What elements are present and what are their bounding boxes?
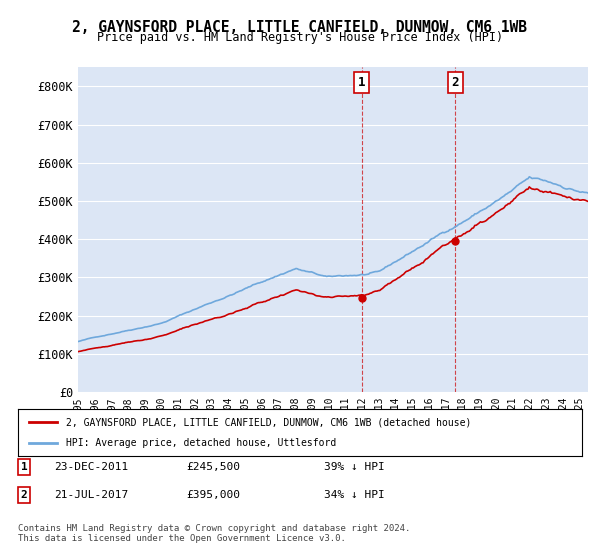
Text: £395,000: £395,000 [186, 490, 240, 500]
Text: 1: 1 [358, 76, 365, 89]
Text: 34% ↓ HPI: 34% ↓ HPI [324, 490, 385, 500]
Text: Contains HM Land Registry data © Crown copyright and database right 2024.
This d: Contains HM Land Registry data © Crown c… [18, 524, 410, 543]
Text: 2, GAYNSFORD PLACE, LITTLE CANFIELD, DUNMOW, CM6 1WB: 2, GAYNSFORD PLACE, LITTLE CANFIELD, DUN… [73, 20, 527, 35]
Text: 2: 2 [451, 76, 459, 89]
Text: 2, GAYNSFORD PLACE, LITTLE CANFIELD, DUNMOW, CM6 1WB (detached house): 2, GAYNSFORD PLACE, LITTLE CANFIELD, DUN… [66, 417, 472, 427]
Text: 39% ↓ HPI: 39% ↓ HPI [324, 462, 385, 472]
Text: 1: 1 [20, 462, 28, 472]
Text: Price paid vs. HM Land Registry's House Price Index (HPI): Price paid vs. HM Land Registry's House … [97, 31, 503, 44]
Text: HPI: Average price, detached house, Uttlesford: HPI: Average price, detached house, Uttl… [66, 438, 336, 448]
Text: 21-JUL-2017: 21-JUL-2017 [54, 490, 128, 500]
Text: £245,500: £245,500 [186, 462, 240, 472]
Text: 2: 2 [20, 490, 28, 500]
Text: 23-DEC-2011: 23-DEC-2011 [54, 462, 128, 472]
